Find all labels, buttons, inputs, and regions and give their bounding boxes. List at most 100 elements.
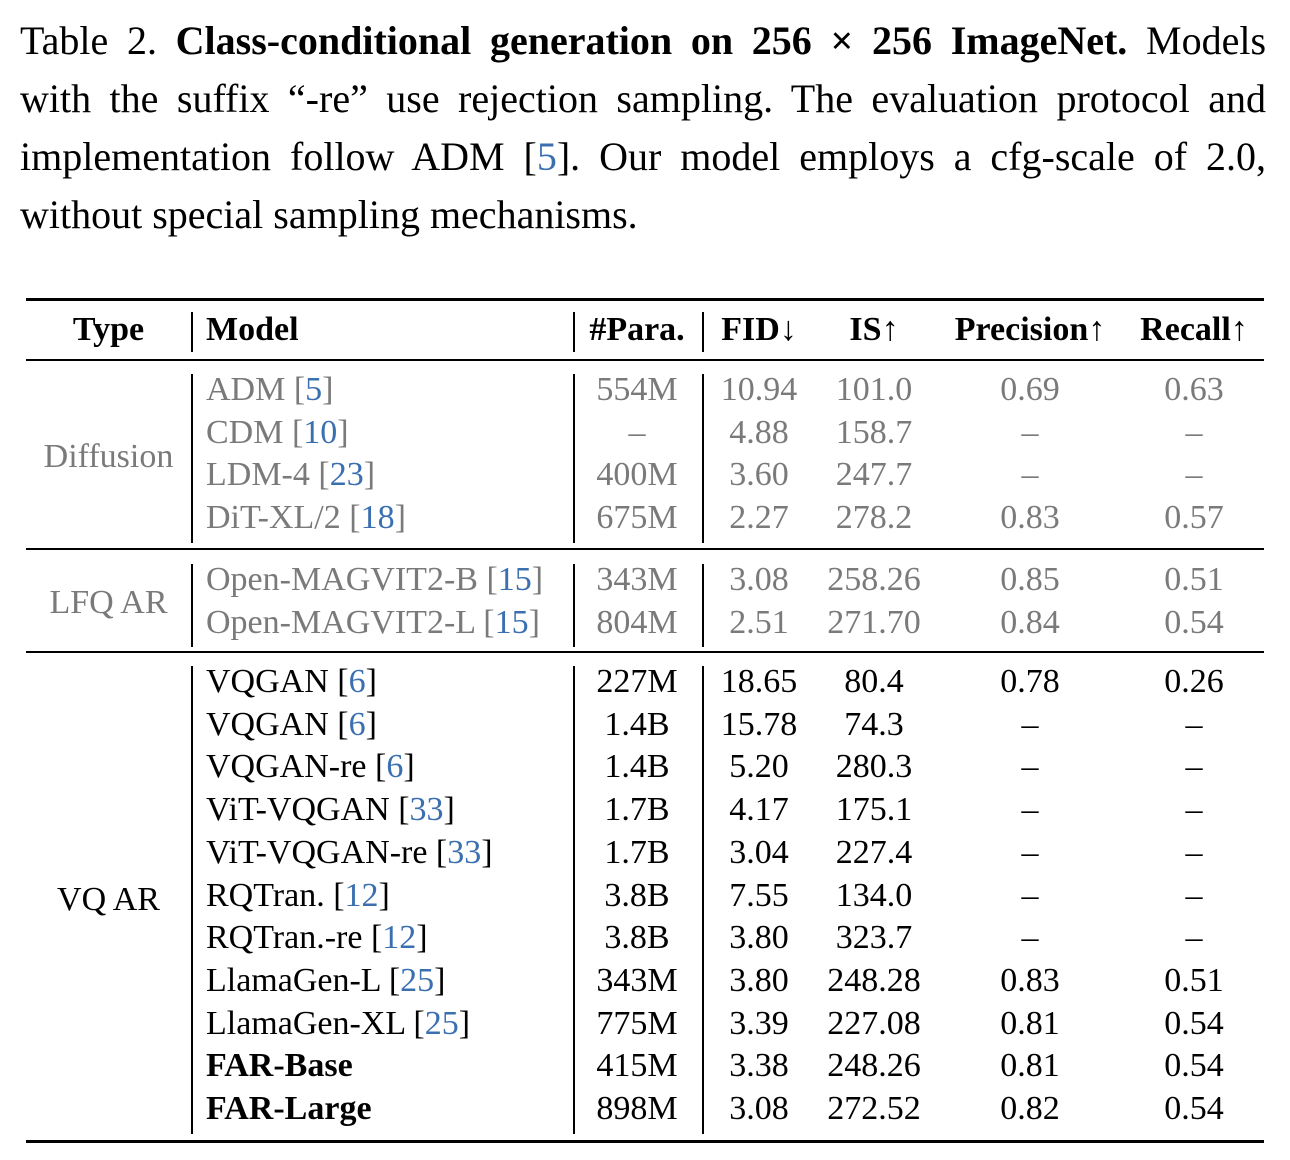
citation-bracket: ] <box>528 603 540 641</box>
model-name: ADM [5] <box>206 370 334 410</box>
model-name-text: LlamaGen-L [ <box>206 961 401 999</box>
recall-value: 0.57 <box>1164 499 1224 537</box>
para-value: 227M <box>596 663 678 700</box>
recall-value: – <box>1185 791 1203 829</box>
model-name: RQTran. [12] <box>206 876 390 916</box>
citation-link[interactable]: 15 <box>494 603 529 641</box>
is-value: 80.4 <box>844 663 904 700</box>
is-value: 272.52 <box>827 1090 921 1127</box>
divider-type-model <box>191 312 193 352</box>
is-value: 258.26 <box>827 561 921 598</box>
fid-value: 3.08 <box>729 1090 789 1127</box>
para-value: 898M <box>596 1090 678 1127</box>
para-value: 675M <box>596 499 678 537</box>
model-name-text: ADM [ <box>206 371 306 408</box>
model-name: FAR-Large <box>206 1089 372 1129</box>
precision-value: – <box>1021 876 1039 914</box>
model-name-text: VQGAN-re [ <box>206 748 387 786</box>
model-name: RQTran.-re [12] <box>206 918 428 958</box>
results-table: Type Model #Para. FID↓ IS↑ Precision↑ Re… <box>26 298 1264 1143</box>
model-name-text: LDM-4 [ <box>206 456 330 494</box>
model-name: CDM [10] <box>206 413 349 453</box>
model-name: Open-MAGVIT2-B [15] <box>206 560 543 600</box>
para-value: 775M <box>596 1004 678 1042</box>
recall-value: – <box>1185 705 1203 743</box>
model-name-text: VQGAN [ <box>206 705 349 743</box>
header-precision: Precision↑ <box>954 311 1106 348</box>
divider-type-model <box>191 564 193 648</box>
citation-link[interactable]: 6 <box>386 748 404 786</box>
para-value: 1.4B <box>604 705 670 743</box>
citation-link[interactable]: 6 <box>348 705 366 743</box>
citation-link[interactable]: 25 <box>400 961 435 999</box>
fid-value: 5.20 <box>729 748 789 786</box>
fid-value: 15.78 <box>720 705 798 743</box>
citation-link[interactable]: 33 <box>409 791 444 829</box>
fid-value: 3.04 <box>729 833 789 871</box>
bottom-rule <box>26 1140 1264 1143</box>
is-value: 227.4 <box>835 833 913 871</box>
recall-value: 0.54 <box>1164 1047 1224 1085</box>
is-value: 74.3 <box>844 705 904 743</box>
citation-link[interactable]: 33 <box>447 833 482 871</box>
para-value: 1.7B <box>604 791 670 829</box>
precision-value: – <box>1021 456 1039 494</box>
fid-value: 3.08 <box>729 561 789 598</box>
para-value: 400M <box>596 456 678 494</box>
table-title: Class-conditional generation on 256 × 25… <box>175 18 1128 63</box>
precision-value: 0.81 <box>1000 1004 1060 1042</box>
citation-bracket: ] <box>365 705 377 743</box>
citation-link[interactable]: 6 <box>348 663 366 700</box>
citation-link[interactable]: 25 <box>424 1004 459 1042</box>
para-value: 804M <box>596 603 678 641</box>
citation-link[interactable]: 18 <box>360 499 395 537</box>
model-name: ViT-VQGAN-re [33] <box>206 833 493 873</box>
model-name: Open-MAGVIT2-L [15] <box>206 603 540 643</box>
model-name-text: Open-MAGVIT2-L [ <box>206 603 495 641</box>
precision-value: 0.84 <box>1000 603 1060 641</box>
recall-value: – <box>1185 413 1203 451</box>
precision-value: – <box>1021 413 1039 451</box>
model-name: VQGAN [6] <box>206 662 377 702</box>
recall-value: – <box>1185 876 1203 914</box>
recall-value: – <box>1185 919 1203 957</box>
header-fid: FID↓ <box>721 311 797 348</box>
precision-value: 0.81 <box>1000 1047 1060 1085</box>
divider-model-para <box>573 666 575 1134</box>
caption-citation[interactable]: 5 <box>536 134 557 179</box>
model-name: VQGAN-re [6] <box>206 747 415 787</box>
precision-value: – <box>1021 919 1039 957</box>
divider-para-fid <box>702 666 704 1134</box>
divider-para-fid <box>702 374 704 543</box>
fid-value: 3.80 <box>729 961 789 999</box>
is-value: 280.3 <box>835 748 913 786</box>
recall-value: 0.63 <box>1164 371 1224 408</box>
precision-value: 0.69 <box>1000 371 1060 408</box>
divider-model-para <box>573 374 575 543</box>
citation-bracket: ] <box>416 919 428 957</box>
precision-value: – <box>1021 833 1039 871</box>
fid-value: 10.94 <box>720 371 798 408</box>
recall-value: – <box>1185 748 1203 786</box>
para-value: 343M <box>596 561 678 598</box>
model-name-text: RQTran.-re [ <box>206 919 383 957</box>
citation-link[interactable]: 12 <box>344 876 379 914</box>
fid-value: 3.38 <box>729 1047 789 1085</box>
fid-value: 18.65 <box>720 663 798 700</box>
header-para: #Para. <box>589 311 685 348</box>
recall-value: – <box>1185 833 1203 871</box>
para-value: – <box>628 413 646 451</box>
is-value: 158.7 <box>835 413 913 451</box>
divider-type-model <box>191 374 193 543</box>
citation-link[interactable]: 10 <box>303 413 338 451</box>
table-caption: Table 2. Class-conditional generation on… <box>20 12 1266 244</box>
citation-link[interactable]: 12 <box>382 919 417 957</box>
citation-link[interactable]: 23 <box>329 456 364 494</box>
group-type-label: VQ AR <box>57 880 160 918</box>
group-rule <box>26 548 1264 550</box>
para-value: 343M <box>596 961 678 999</box>
citation-link[interactable]: 15 <box>497 561 532 598</box>
citation-bracket: ] <box>458 1004 471 1042</box>
citation-link[interactable]: 5 <box>305 371 323 408</box>
is-value: 278.2 <box>835 499 913 537</box>
